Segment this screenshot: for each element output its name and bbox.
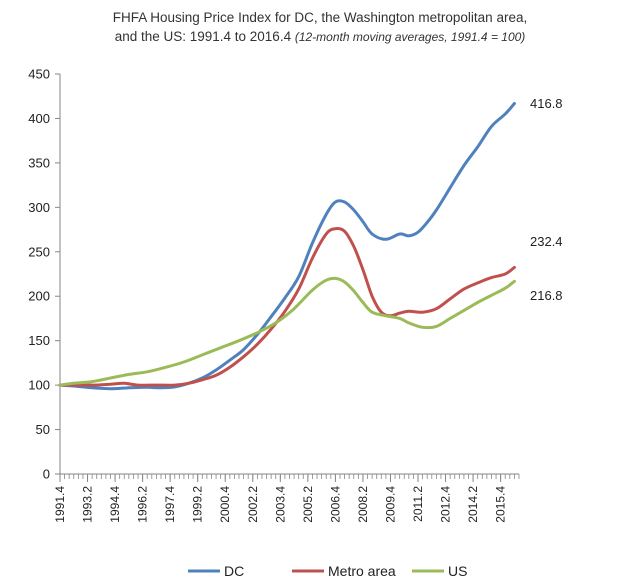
y-tick-label: 250 xyxy=(28,244,50,259)
x-tick-label: 1993.2 xyxy=(81,486,95,523)
chart-title-line2: and the US: 1991.4 to 2016.4 (12-month m… xyxy=(0,27,640,47)
series-line-dc xyxy=(58,102,516,391)
x-tick-label: 2000.4 xyxy=(218,486,232,523)
chart-title-note: (12-month moving averages, 1991.4 = 100) xyxy=(294,30,526,44)
y-tick-label: 400 xyxy=(28,111,50,126)
y-tick-label: 150 xyxy=(28,333,50,348)
series-line-metro-area xyxy=(58,226,516,387)
y-tick-label: 50 xyxy=(36,422,50,437)
chart-series xyxy=(58,102,516,391)
y-tick-label: 450 xyxy=(28,67,50,82)
x-tick-label: 1999.2 xyxy=(191,486,205,523)
x-tick-label: 2014.2 xyxy=(466,486,480,523)
series-line-us xyxy=(58,276,516,387)
legend-label-us: US xyxy=(448,563,467,579)
x-tick-label: 1994.4 xyxy=(108,486,122,523)
x-tick-label: 1991.4 xyxy=(53,486,67,523)
y-tick-label: 350 xyxy=(28,155,50,170)
x-tick-label: 2009.4 xyxy=(383,486,397,523)
x-tick-label: 2003.4 xyxy=(273,486,287,523)
y-tick-label: 100 xyxy=(28,378,50,393)
end-value-label-metro-area: 232.4 xyxy=(530,234,563,249)
legend-label-metro-area: Metro area xyxy=(328,563,396,579)
x-tick-label: 1997.4 xyxy=(163,486,177,523)
chart-title-line1: FHFA Housing Price Index for DC, the Was… xyxy=(112,10,528,25)
x-tick-label: 2002.2 xyxy=(246,486,260,523)
x-tick-label: 2005.2 xyxy=(301,486,315,523)
y-tick-label: 0 xyxy=(43,467,50,482)
chart-title: FHFA Housing Price Index for DC, the Was… xyxy=(0,8,640,47)
x-tick-label: 2012.4 xyxy=(439,486,453,523)
x-tick-label: 2008.2 xyxy=(356,486,370,523)
y-tick-label: 300 xyxy=(28,200,50,215)
end-value-label-dc: 416.8 xyxy=(530,96,563,111)
y-tick-label: 200 xyxy=(28,289,50,304)
x-tick-label: 2015.4 xyxy=(494,486,508,523)
x-tick-label: 2011.2 xyxy=(411,486,425,522)
chart-end-labels: 416.8 232.4 216.8 xyxy=(530,96,563,303)
chart-title-line2-main: and the US: 1991.4 to 2016.4 xyxy=(114,29,295,44)
legend-label-dc: DC xyxy=(224,563,244,579)
x-tick-label: 2006.4 xyxy=(328,486,342,523)
end-value-label-us: 216.8 xyxy=(530,288,563,303)
chart-axes: 0 50 100 150 200 250 300 350 400 450 1991.4 1993.2 1… xyxy=(28,67,520,523)
x-tick-label: 1996.2 xyxy=(136,486,150,523)
chart-legend: DC Metro area US xyxy=(188,563,467,579)
